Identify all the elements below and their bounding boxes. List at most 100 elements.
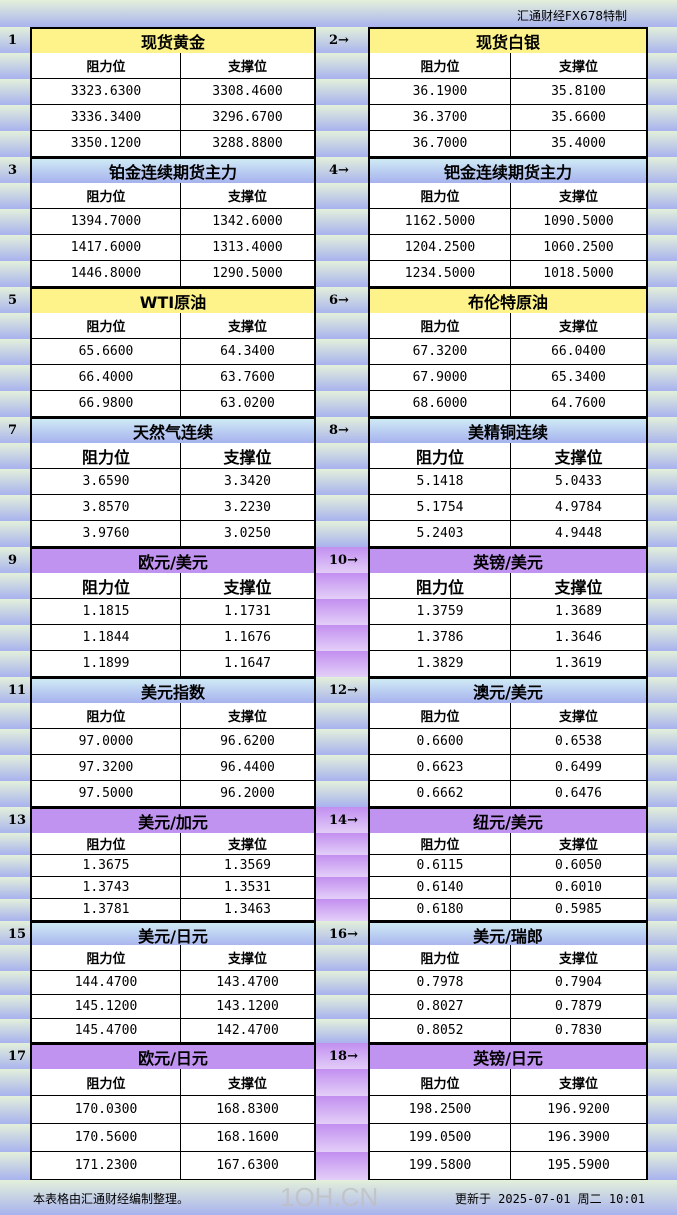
price-row: 0.8052 0.7830 bbox=[368, 1019, 648, 1043]
table-row: 阻力位 支撑位 阻力位 支撑位 bbox=[0, 833, 677, 855]
row-number bbox=[316, 261, 368, 287]
support-header: 支撑位 bbox=[510, 833, 646, 854]
row-number bbox=[316, 183, 368, 209]
right-margin bbox=[648, 339, 677, 365]
row-number bbox=[316, 995, 368, 1019]
support-value: 96.4400 bbox=[180, 755, 314, 780]
table-row: 7 天然气连续 8→ 美精铜连续 bbox=[0, 417, 677, 444]
price-row: 66.9800 63.0200 bbox=[30, 391, 316, 417]
price-row: 0.6623 0.6499 bbox=[368, 755, 648, 781]
quote-section: 13 美元/加元 14→ 纽元/美元 阻力位 支撑位 阻力位 支撑位 1.3675 1.3569 0… bbox=[0, 807, 677, 921]
resistance-header: 阻力位 bbox=[86, 838, 126, 853]
row-number bbox=[316, 1152, 368, 1180]
resistance-value: 1.3781 bbox=[82, 902, 130, 917]
right-instrument-title: 英镑/美元 bbox=[368, 547, 648, 574]
resistance-value: 0.8052 bbox=[416, 1023, 464, 1038]
support-value: 167.6300 bbox=[180, 1152, 314, 1179]
row-number bbox=[0, 105, 30, 131]
right-instrument-title: 现货白银 bbox=[368, 27, 648, 54]
row-number bbox=[0, 755, 30, 781]
right-instrument-title: 澳元/美元 bbox=[368, 677, 648, 704]
price-row: 0.6180 0.5985 bbox=[368, 899, 648, 921]
price-row: 97.0000 96.6200 bbox=[30, 729, 316, 755]
right-margin bbox=[648, 105, 677, 131]
resistance-value: 0.6623 bbox=[416, 760, 464, 775]
right-margin bbox=[648, 855, 677, 877]
resistance-value: 145.1200 bbox=[74, 999, 138, 1014]
right-margin bbox=[648, 899, 677, 921]
support-value: 1.3619 bbox=[510, 651, 646, 676]
support-value: 0.7830 bbox=[510, 1019, 646, 1042]
price-row: 3.8570 3.2230 bbox=[30, 495, 316, 521]
price-row: 5.1418 5.0433 bbox=[368, 469, 648, 495]
table-row: 阻力位 支撑位 阻力位 支撑位 bbox=[0, 1069, 677, 1096]
right-margin bbox=[648, 781, 677, 807]
table-row: 1.3743 1.3531 0.6140 0.6010 bbox=[0, 877, 677, 899]
row-number bbox=[316, 971, 368, 995]
table-row: 1.3675 1.3569 0.6115 0.6050 bbox=[0, 855, 677, 877]
row-number bbox=[316, 945, 368, 971]
resistance-header: 阻力位 bbox=[420, 320, 460, 335]
column-header-row: 阻力位 支撑位 bbox=[30, 1069, 316, 1096]
support-value: 0.6050 bbox=[510, 855, 646, 876]
support-value: 0.6538 bbox=[510, 729, 646, 754]
row-number bbox=[316, 131, 368, 157]
support-value: 1.1647 bbox=[180, 651, 314, 676]
table-row: 170.0300 168.8300 198.2500 196.9200 bbox=[0, 1096, 677, 1124]
support-header: 支撑位 bbox=[180, 573, 314, 598]
resistance-header: 阻力位 bbox=[415, 447, 464, 467]
price-row: 0.8027 0.7879 bbox=[368, 995, 648, 1019]
table-row: 1417.6000 1313.4000 1204.2500 1060.2500 bbox=[0, 235, 677, 261]
support-value: 142.4700 bbox=[180, 1019, 314, 1042]
column-header-row: 阻力位 支撑位 bbox=[30, 53, 316, 79]
support-value: 1.1731 bbox=[180, 599, 314, 624]
row-number bbox=[0, 995, 30, 1019]
support-value: 3296.6700 bbox=[180, 105, 314, 130]
support-value: 143.1200 bbox=[180, 995, 314, 1018]
table-row: 144.4700 143.4700 0.7978 0.7904 bbox=[0, 971, 677, 995]
right-instrument-title: 英镑/日元 bbox=[368, 1043, 648, 1070]
row-number bbox=[316, 877, 368, 899]
resistance-header: 阻力位 bbox=[86, 60, 126, 75]
row-number bbox=[316, 521, 368, 547]
brand-label: 汇通财经FX678特制 bbox=[516, 9, 627, 23]
row-number bbox=[0, 391, 30, 417]
resistance-value: 97.5000 bbox=[78, 786, 134, 801]
right-margin bbox=[648, 573, 677, 599]
row-number bbox=[0, 183, 30, 209]
right-margin bbox=[648, 807, 677, 834]
price-row: 0.6600 0.6538 bbox=[368, 729, 648, 755]
right-margin bbox=[648, 1019, 677, 1043]
table-row: 1.1844 1.1676 1.3786 1.3646 bbox=[0, 625, 677, 651]
left-instrument-title: 美元/日元 bbox=[30, 921, 316, 948]
footer-note: 本表格由汇通财经编制整理。 bbox=[33, 1192, 190, 1206]
row-number bbox=[316, 235, 368, 261]
support-header: 支撑位 bbox=[510, 1069, 646, 1095]
support-value: 35.6600 bbox=[510, 105, 646, 130]
resistance-value: 66.4000 bbox=[78, 370, 134, 385]
resistance-value: 1.3743 bbox=[82, 880, 130, 895]
resistance-value: 1.1899 bbox=[82, 656, 130, 671]
column-header-row: 阻力位 支撑位 bbox=[368, 703, 648, 729]
support-value: 63.0200 bbox=[180, 391, 314, 416]
support-value: 5.0433 bbox=[510, 469, 646, 494]
row-number bbox=[0, 1152, 30, 1180]
row-number bbox=[316, 625, 368, 651]
support-value: 196.3900 bbox=[510, 1124, 646, 1151]
row-number bbox=[0, 729, 30, 755]
resistance-header: 阻力位 bbox=[420, 1076, 460, 1092]
right-margin bbox=[648, 209, 677, 235]
resistance-header: 阻力位 bbox=[86, 190, 126, 205]
right-margin bbox=[648, 391, 677, 417]
resistance-value: 170.5600 bbox=[74, 1130, 138, 1145]
support-value: 0.6010 bbox=[510, 877, 646, 898]
resistance-header: 阻力位 bbox=[86, 710, 126, 725]
resistance-value: 66.9800 bbox=[78, 396, 134, 411]
price-row: 0.6115 0.6050 bbox=[368, 855, 648, 877]
table-row: 3350.1200 3288.8800 36.7000 35.4000 bbox=[0, 131, 677, 157]
resistance-value: 1204.2500 bbox=[404, 240, 476, 255]
support-value: 1.3531 bbox=[180, 877, 314, 898]
row-number bbox=[0, 625, 30, 651]
table-row: 9 欧元/美元 10→ 英镑/美元 bbox=[0, 547, 677, 574]
support-header: 支撑位 bbox=[180, 443, 314, 468]
